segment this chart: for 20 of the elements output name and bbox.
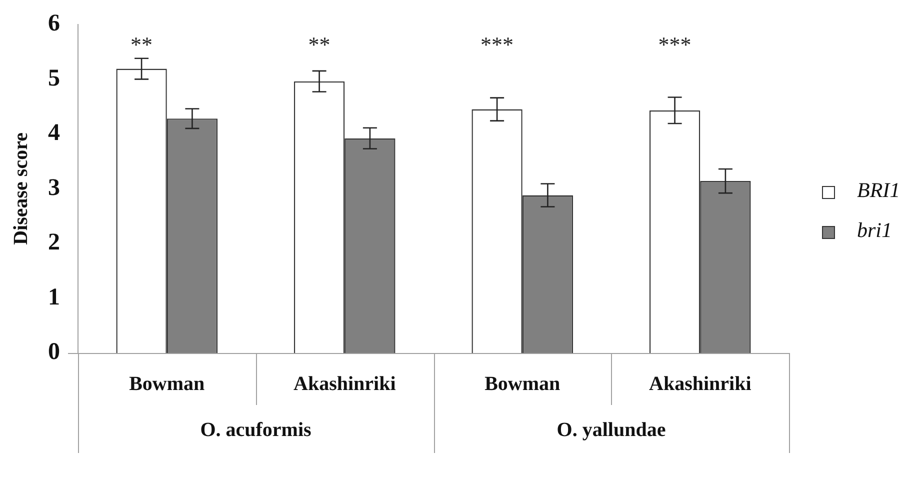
y-tick-label: 2 bbox=[48, 230, 60, 256]
y-tick-label: 0 bbox=[48, 339, 60, 366]
legend-label: bri1 bbox=[857, 218, 892, 242]
text: O. yallundae bbox=[556, 419, 666, 442]
annotation: ** bbox=[130, 32, 153, 58]
y-tick-label: 1 bbox=[48, 284, 60, 310]
x-tick-label: Akashinriki bbox=[648, 373, 752, 396]
annotation: ** bbox=[308, 32, 330, 58]
annotation: *** bbox=[480, 32, 514, 58]
text: O. acuformis bbox=[200, 419, 312, 442]
y-tick-label: 4 bbox=[48, 120, 60, 146]
x-tick-label: Bowman bbox=[129, 373, 205, 396]
y-tick-label: 5 bbox=[48, 65, 60, 92]
y-axis-title: Disease score bbox=[10, 132, 32, 245]
y-tick-label: 6 bbox=[48, 10, 60, 37]
x-tick-label: Akashinriki bbox=[293, 373, 396, 396]
text: BRI1 bbox=[857, 178, 900, 202]
x-tick-label: Bowman bbox=[484, 373, 560, 396]
y-tick-label: 3 bbox=[48, 174, 60, 201]
annotation: *** bbox=[658, 32, 692, 58]
